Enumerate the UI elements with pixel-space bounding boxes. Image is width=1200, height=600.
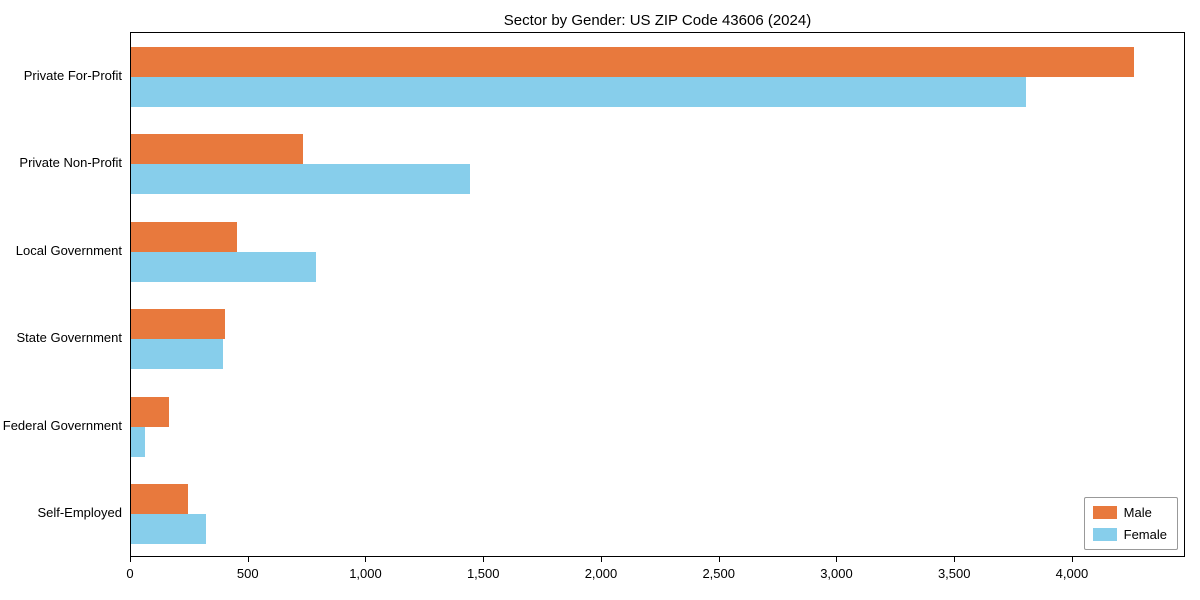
x-tick-label: 3,500 xyxy=(937,566,971,581)
female-bar xyxy=(131,339,223,370)
y-axis-label: Local Government xyxy=(15,242,122,258)
female-bar xyxy=(131,514,207,545)
x-tick-mark xyxy=(836,557,838,562)
legend-item-female: Female xyxy=(1092,527,1167,542)
x-tick-label: 0 xyxy=(126,566,134,581)
y-axis-label: Private Non-Profit xyxy=(19,155,122,171)
male-legend-swatch xyxy=(1092,506,1117,519)
female-legend-label: Female xyxy=(1123,527,1167,542)
x-tick-mark xyxy=(247,557,249,562)
x-tick-mark xyxy=(130,557,131,562)
male-bar xyxy=(131,309,226,340)
x-tick-mark xyxy=(365,557,367,562)
male-bar xyxy=(131,396,169,427)
x-tick-mark xyxy=(718,557,720,562)
female-bar xyxy=(131,76,1026,107)
male-bar xyxy=(131,134,303,165)
male-bar xyxy=(131,221,237,252)
y-axis-label: Private For-Profit xyxy=(23,67,122,83)
x-tick-mark xyxy=(1071,557,1073,562)
female-legend-swatch xyxy=(1092,528,1117,541)
x-tick-label: 1,000 xyxy=(349,566,382,581)
x-tick-label: 3,000 xyxy=(820,566,853,581)
x-tick-label: 500 xyxy=(236,566,259,581)
x-tick-label: 2,000 xyxy=(584,566,618,581)
x-tick-label: 1,500 xyxy=(466,566,500,581)
plot-area: Male Female xyxy=(130,32,1185,557)
female-bar xyxy=(131,426,146,457)
male-bar xyxy=(131,484,188,515)
female-bar xyxy=(131,251,316,282)
male-bar xyxy=(131,46,1135,77)
x-tick-mark xyxy=(954,557,956,562)
y-axis-label: Self-Employed xyxy=(37,505,122,521)
x-tick-label: 4,000 xyxy=(1055,566,1089,581)
legend-item-male: Male xyxy=(1092,505,1167,520)
y-axis-label: Federal Government xyxy=(2,417,122,433)
female-bar xyxy=(131,164,471,195)
x-tick-mark xyxy=(483,557,485,562)
y-axis-label: State Government xyxy=(16,330,123,346)
chart-title: Sector by Gender: US ZIP Code 43606 (202… xyxy=(503,12,812,29)
x-tick-label: 2,500 xyxy=(702,566,735,581)
male-legend-label: Male xyxy=(1123,505,1152,520)
legend: Male Female xyxy=(1083,497,1178,550)
x-tick-mark xyxy=(600,557,602,562)
